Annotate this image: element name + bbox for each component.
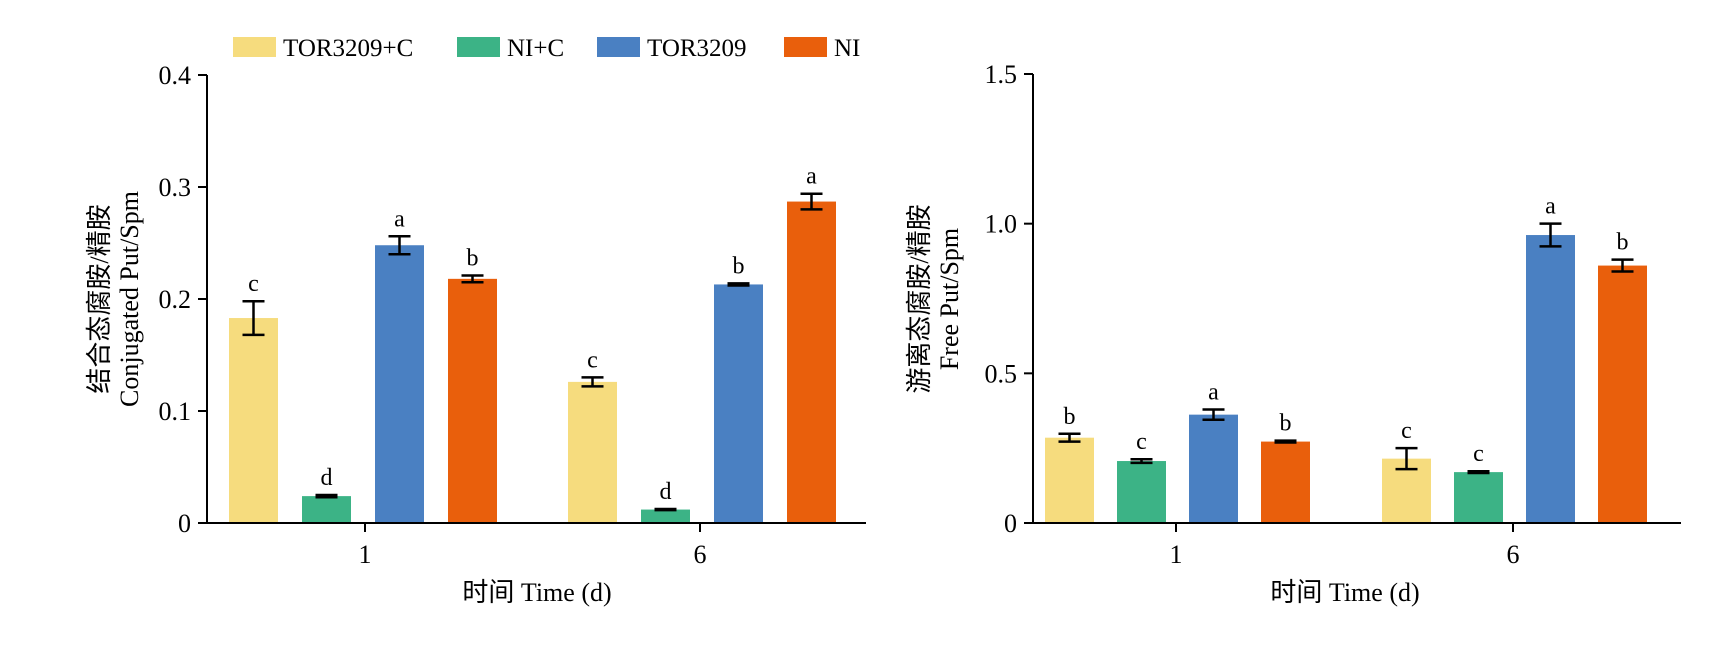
significance-letter: c xyxy=(587,347,598,373)
y-tick-label: 0.2 xyxy=(159,285,192,314)
significance-letter: a xyxy=(394,206,405,232)
bar xyxy=(302,496,351,523)
x-tick-label: 6 xyxy=(694,540,707,569)
error-bar xyxy=(388,235,411,256)
bar xyxy=(641,509,690,523)
error-bar xyxy=(242,299,265,337)
error-bar xyxy=(1467,469,1490,475)
error-bar xyxy=(1539,222,1562,248)
legend-label: TOR3209 xyxy=(647,35,747,62)
error-bar xyxy=(1130,457,1153,465)
legend-swatch xyxy=(597,37,640,57)
significance-letter: a xyxy=(1545,194,1556,220)
error-bar xyxy=(800,192,823,211)
error-bar xyxy=(1274,439,1297,444)
legend-label: TOR3209+C xyxy=(283,35,413,62)
y-axis-title-cn: 结合态腐胺/精胺 xyxy=(85,204,114,393)
error-bar xyxy=(461,274,484,284)
y-axis-title-cn: 游离态腐胺/精胺 xyxy=(905,204,934,393)
error-bar xyxy=(315,493,338,499)
legend: TOR3209+C NI+C TOR3209 NI xyxy=(233,35,860,62)
bar xyxy=(1526,235,1575,524)
significance-letter: b xyxy=(467,245,479,271)
bar xyxy=(1045,437,1094,523)
x-axis-title: 时间 Time (d) xyxy=(462,578,611,607)
bar xyxy=(714,284,763,523)
x-tick-label: 1 xyxy=(359,540,372,569)
chart-conjugated-put-spm: c c d d a b b a 0 0.1 0.2 0.3 0.4 1 6 结合态腐胺/精胺 Conjugate… xyxy=(85,61,866,607)
significance-letter: b xyxy=(733,253,745,279)
y-tick-label: 0.1 xyxy=(159,397,192,426)
bar xyxy=(1261,441,1310,523)
y-tick-label: 1.5 xyxy=(985,60,1018,89)
y-tick-label: 0 xyxy=(178,509,191,538)
y-tick-label: 0.3 xyxy=(159,173,192,202)
significance-letter: c xyxy=(248,271,259,297)
y-axis-title-en: Conjugated Put/Spm xyxy=(115,191,144,407)
y-tick-label: 1.0 xyxy=(985,210,1018,239)
bar xyxy=(448,278,497,523)
bar xyxy=(1454,472,1503,523)
bar xyxy=(229,318,278,523)
bar xyxy=(568,381,617,523)
significance-letter: c xyxy=(1401,418,1412,444)
chart-free-put-spm: b c c c a a b b 0 0.5 1.0 1.5 1 6 游离态腐胺/精胺 Free Put/Spm… xyxy=(905,60,1681,607)
error-bar xyxy=(1202,408,1225,421)
error-bar xyxy=(1395,446,1418,471)
bar xyxy=(1189,414,1238,523)
significance-letter: c xyxy=(1136,429,1147,455)
legend-swatch xyxy=(784,37,827,57)
significance-letter: b xyxy=(1064,404,1076,430)
error-bar xyxy=(1611,258,1634,273)
significance-letter: a xyxy=(1208,380,1219,406)
bar xyxy=(1117,461,1166,523)
x-tick-label: 1 xyxy=(1170,540,1183,569)
y-tick-label: 0.4 xyxy=(159,61,192,90)
error-bar xyxy=(581,376,604,388)
significance-letter: d xyxy=(660,479,672,505)
legend-swatch xyxy=(457,37,500,57)
significance-letter: b xyxy=(1617,230,1629,256)
y-tick-label: 0.5 xyxy=(985,359,1018,388)
x-axis-title: 时间 Time (d) xyxy=(1270,578,1419,607)
significance-letter: a xyxy=(806,164,817,190)
x-tick-label: 6 xyxy=(1507,540,1520,569)
legend-label: NI+C xyxy=(507,35,564,62)
significance-letter: d xyxy=(321,465,333,491)
error-bar xyxy=(1058,432,1081,443)
legend-swatch xyxy=(233,37,276,57)
bar xyxy=(787,201,836,523)
bar xyxy=(1598,265,1647,523)
error-bar xyxy=(654,507,677,512)
legend-label: NI xyxy=(834,35,860,62)
y-tick-label: 0 xyxy=(1004,509,1017,538)
significance-letter: c xyxy=(1473,441,1484,467)
y-axis-title-en: Free Put/Spm xyxy=(935,228,964,370)
error-bar xyxy=(727,282,750,287)
significance-letter: b xyxy=(1280,411,1292,437)
bar xyxy=(375,245,424,524)
